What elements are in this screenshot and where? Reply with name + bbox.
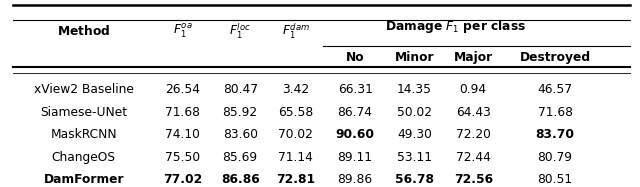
Text: 71.68: 71.68 [538, 106, 573, 119]
Text: 65.58: 65.58 [278, 106, 314, 119]
Text: 56.78: 56.78 [395, 173, 434, 186]
Text: MaskRCNN: MaskRCNN [51, 128, 117, 141]
Text: 74.10: 74.10 [165, 128, 200, 141]
Text: 77.02: 77.02 [163, 173, 202, 186]
Text: 89.11: 89.11 [338, 151, 372, 164]
Text: 26.54: 26.54 [165, 83, 200, 96]
Text: 80.47: 80.47 [223, 83, 258, 96]
Text: 86.86: 86.86 [221, 173, 260, 186]
Text: 85.69: 85.69 [223, 151, 258, 164]
Text: $\mathbf{Method}$: $\mathbf{Method}$ [57, 24, 110, 38]
Text: 72.56: 72.56 [454, 173, 493, 186]
Text: xView2 Baseline: xView2 Baseline [34, 83, 134, 96]
Text: 70.02: 70.02 [278, 128, 313, 141]
Text: DamFormer: DamFormer [44, 173, 124, 186]
Text: 50.02: 50.02 [397, 106, 432, 119]
Text: 0.94: 0.94 [460, 83, 487, 96]
Text: 86.74: 86.74 [338, 106, 372, 119]
Text: 14.35: 14.35 [397, 83, 432, 96]
Text: 90.60: 90.60 [335, 128, 374, 141]
Text: 75.50: 75.50 [165, 151, 200, 164]
Text: No: No [346, 51, 364, 64]
Text: 66.31: 66.31 [338, 83, 372, 96]
Text: 80.51: 80.51 [538, 173, 573, 186]
Text: 85.92: 85.92 [223, 106, 258, 119]
Text: Damage $F_1$ per class: Damage $F_1$ per class [385, 18, 525, 35]
Text: 3.42: 3.42 [282, 83, 309, 96]
Text: Destroyed: Destroyed [520, 51, 591, 64]
Text: 83.70: 83.70 [536, 128, 575, 141]
Text: 64.43: 64.43 [456, 106, 491, 119]
Text: $F_1^{dam}$: $F_1^{dam}$ [282, 22, 310, 41]
Text: 46.57: 46.57 [538, 83, 573, 96]
Text: 53.11: 53.11 [397, 151, 432, 164]
Text: 72.44: 72.44 [456, 151, 491, 164]
Text: Siamese-UNet: Siamese-UNet [40, 106, 127, 119]
Text: Major: Major [454, 51, 493, 64]
Text: 80.79: 80.79 [538, 151, 573, 164]
Text: 71.14: 71.14 [278, 151, 313, 164]
Text: 89.86: 89.86 [337, 173, 372, 186]
Text: ChangeOS: ChangeOS [52, 151, 116, 164]
Text: $F_1^{loc}$: $F_1^{loc}$ [229, 22, 252, 41]
Text: 72.81: 72.81 [276, 173, 316, 186]
Text: $F_1^{oa}$: $F_1^{oa}$ [173, 22, 193, 40]
Text: 49.30: 49.30 [397, 128, 432, 141]
Text: 83.60: 83.60 [223, 128, 258, 141]
Text: Minor: Minor [395, 51, 435, 64]
Text: 72.20: 72.20 [456, 128, 491, 141]
Text: 71.68: 71.68 [165, 106, 200, 119]
